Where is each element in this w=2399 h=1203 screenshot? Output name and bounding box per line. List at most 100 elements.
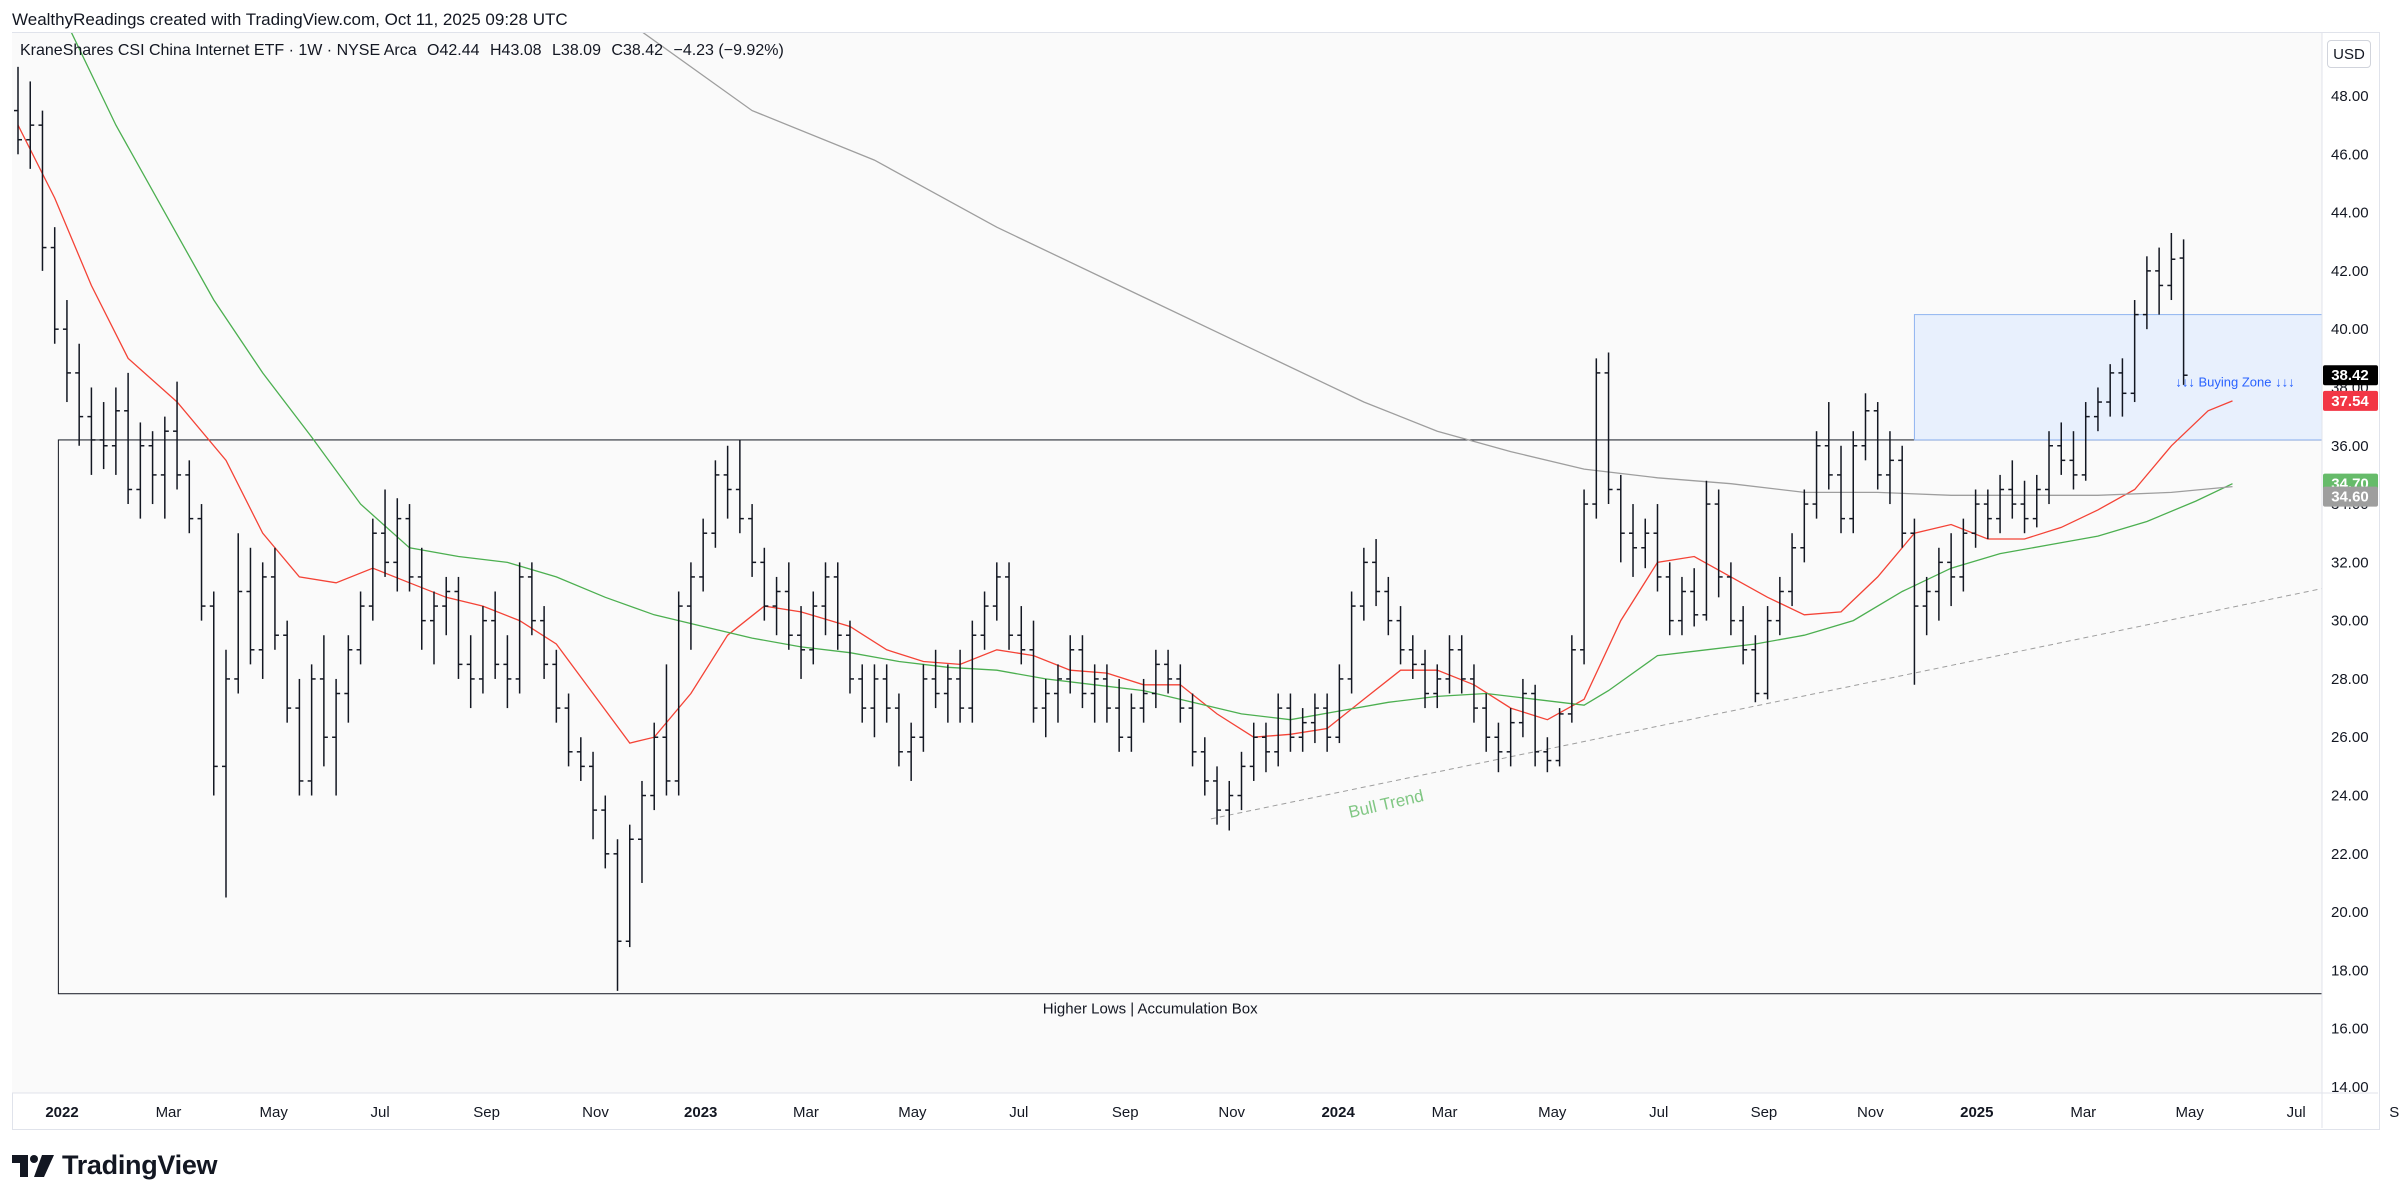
ohlc-bar[interactable]	[1213, 766, 1222, 825]
ohlc-bar[interactable]	[1310, 693, 1319, 744]
ohlc-bar[interactable]	[882, 664, 891, 723]
ohlc-bar[interactable]	[1971, 489, 1980, 548]
ohlc-bar[interactable]	[2118, 358, 2127, 417]
ohlc-bar[interactable]	[515, 562, 524, 694]
ohlc-bar[interactable]	[1090, 664, 1099, 723]
ohlc-bar[interactable]	[1017, 606, 1026, 665]
ohlc-bar[interactable]	[1433, 664, 1442, 709]
ohlc-bar[interactable]	[527, 562, 536, 636]
ohlc-bar[interactable]	[650, 722, 659, 811]
ohlc-bar[interactable]	[980, 591, 989, 650]
ohlc-bar[interactable]	[1702, 480, 1711, 621]
ohlc-bar[interactable]	[2069, 431, 2078, 490]
ohlc-bar[interactable]	[2106, 364, 2115, 417]
ohlc-bar[interactable]	[221, 649, 230, 898]
ohlc-bar[interactable]	[1372, 539, 1381, 607]
ohlc-bar[interactable]	[894, 693, 903, 767]
ohlc-bar[interactable]	[393, 498, 402, 592]
ohlc-bar[interactable]	[540, 606, 549, 679]
ohlc-bar[interactable]	[234, 533, 243, 694]
ohlc-bar[interactable]	[613, 839, 622, 991]
ohlc-bar[interactable]	[1629, 504, 1638, 577]
ohlc-bar[interactable]	[2057, 422, 2066, 475]
ohlc-bar[interactable]	[2045, 431, 2054, 505]
ohlc-bar[interactable]	[968, 620, 977, 723]
ohlc-bar[interactable]	[956, 649, 965, 723]
ohlc-bar[interactable]	[319, 635, 328, 767]
ohlc-bar[interactable]	[1898, 445, 1907, 548]
ohlc-bar[interactable]	[478, 606, 487, 694]
ohlc-bar[interactable]	[62, 300, 71, 403]
buying-zone[interactable]	[1913, 314, 2323, 441]
ohlc-bar[interactable]	[1592, 358, 1601, 519]
tradingview-logo[interactable]: TradingView	[12, 1150, 218, 1181]
ohlc-bar[interactable]	[576, 737, 585, 781]
ohlc-bar[interactable]	[1286, 693, 1295, 752]
ohlc-bar[interactable]	[2130, 300, 2139, 403]
ohlc-bar[interactable]	[1102, 664, 1111, 723]
ohlc-bar[interactable]	[772, 576, 781, 636]
ohlc-bar[interactable]	[209, 591, 218, 796]
ohlc-bar[interactable]	[1983, 489, 1992, 540]
ohlc-bar[interactable]	[14, 66, 22, 155]
ohlc-bar[interactable]	[589, 751, 598, 840]
ohlc-bar[interactable]	[1261, 722, 1270, 773]
ohlc-bar[interactable]	[1763, 606, 1772, 700]
ohlc-bar[interactable]	[1384, 576, 1393, 636]
ohlc-bar[interactable]	[344, 635, 353, 723]
ohlc-bar[interactable]	[1690, 568, 1699, 627]
ohlc-bar[interactable]	[1066, 635, 1075, 694]
ohlc-bar[interactable]	[564, 693, 573, 767]
ohlc-bar[interactable]	[1873, 402, 1882, 490]
ohlc-bar[interactable]	[797, 606, 806, 679]
ohlc-bar[interactable]	[1164, 649, 1173, 694]
ohlc-bar[interactable]	[674, 591, 683, 796]
ohlc-bar[interactable]	[1359, 547, 1368, 621]
ohlc-bar[interactable]	[124, 372, 133, 505]
ohlc-bar[interactable]	[1494, 722, 1503, 773]
ohlc-bar[interactable]	[1274, 693, 1283, 767]
ohlc-bar[interactable]	[1176, 664, 1185, 723]
ohlc-bar[interactable]	[295, 678, 304, 796]
ohlc-bar[interactable]	[1078, 635, 1087, 709]
ohlc-bar[interactable]	[148, 431, 157, 505]
ohlc-bar[interactable]	[637, 780, 646, 883]
currency-button[interactable]: USD	[2327, 40, 2371, 68]
ohlc-bar[interactable]	[1237, 751, 1246, 811]
ohlc-bar[interactable]	[173, 381, 182, 490]
ohlc-bar[interactable]	[858, 664, 867, 723]
ohlc-bar[interactable]	[735, 439, 744, 534]
ohlc-bar[interactable]	[1335, 664, 1344, 744]
ohlc-bar[interactable]	[75, 343, 84, 446]
ohlc-bar[interactable]	[111, 387, 120, 475]
ohlc-bar[interactable]	[784, 562, 793, 650]
ohlc-bar[interactable]	[1739, 606, 1748, 665]
ohlc-bar[interactable]	[1457, 635, 1466, 694]
ohlc-bar[interactable]	[503, 635, 512, 709]
ohlc-bar[interactable]	[1665, 562, 1674, 636]
ohlc-bar[interactable]	[258, 562, 267, 679]
ohlc-bar[interactable]	[1580, 489, 1589, 665]
ohlc-bar[interactable]	[1200, 737, 1209, 796]
ohlc-bar[interactable]	[1127, 693, 1136, 752]
ohlc-bar[interactable]	[332, 678, 341, 796]
ohlc-bar[interactable]	[870, 664, 879, 738]
ohlc-bar[interactable]	[356, 591, 365, 665]
ohlc-bar[interactable]	[760, 547, 769, 621]
ohlc-bar[interactable]	[1885, 431, 1894, 505]
ohlc-bar[interactable]	[1677, 576, 1686, 636]
ohlc-bar[interactable]	[1775, 576, 1784, 636]
ohlc-bar[interactable]	[1653, 504, 1662, 592]
ohlc-bar[interactable]	[87, 387, 96, 475]
ohlc-bar[interactable]	[1506, 708, 1515, 767]
ohlc-bar[interactable]	[723, 445, 732, 519]
ohlc-bar[interactable]	[2081, 402, 2090, 481]
ohlc-bar[interactable]	[1604, 352, 1613, 505]
ohlc-bar[interactable]	[1824, 402, 1833, 490]
ohlc-bar[interactable]	[919, 664, 928, 752]
ohlc-bar[interactable]	[625, 824, 634, 948]
ohlc-bar[interactable]	[1347, 591, 1356, 694]
ohlc-bar[interactable]	[2032, 474, 2041, 528]
ohlc-bar[interactable]	[907, 722, 916, 781]
ohlc-bar[interactable]	[1225, 780, 1234, 831]
